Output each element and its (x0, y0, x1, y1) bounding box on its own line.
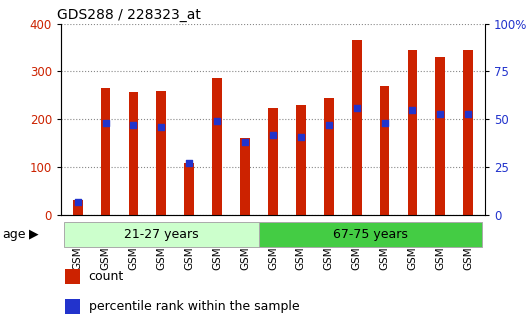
Point (408, 107, 417, 112)
Bar (324, 98, 333, 215)
Text: ▶: ▶ (29, 228, 39, 241)
Text: GDS288 / 228323_at: GDS288 / 228323_at (57, 8, 200, 23)
Bar (73, 200, 83, 215)
Text: 67-75 years: 67-75 years (333, 228, 408, 241)
Point (157, 124, 165, 130)
Point (269, 132, 277, 137)
Bar (156, 91, 166, 215)
Bar (352, 40, 361, 215)
Point (241, 139, 249, 145)
Text: 21-27 years: 21-27 years (124, 228, 199, 241)
Bar (463, 50, 473, 215)
Text: count: count (89, 270, 124, 283)
Point (101, 120, 110, 126)
Point (129, 122, 138, 128)
Bar (408, 50, 417, 215)
Point (464, 111, 472, 116)
Text: percentile rank within the sample: percentile rank within the sample (89, 300, 299, 313)
Point (74, 199, 82, 204)
Point (185, 161, 193, 166)
Bar (184, 163, 194, 215)
Bar (213, 78, 222, 215)
Bar (65, 269, 80, 284)
Bar (436, 57, 445, 215)
Point (213, 119, 222, 124)
Bar (129, 92, 138, 215)
Point (381, 120, 389, 126)
Bar (64, 222, 259, 247)
Point (324, 122, 333, 128)
Bar (379, 86, 390, 215)
Bar (296, 105, 306, 215)
Point (352, 105, 361, 111)
Bar (268, 108, 278, 215)
Point (436, 111, 445, 116)
Point (297, 134, 305, 139)
Text: age: age (3, 228, 26, 241)
Bar (259, 222, 482, 247)
Bar (101, 88, 110, 215)
Bar (65, 299, 80, 314)
Bar (240, 138, 250, 215)
